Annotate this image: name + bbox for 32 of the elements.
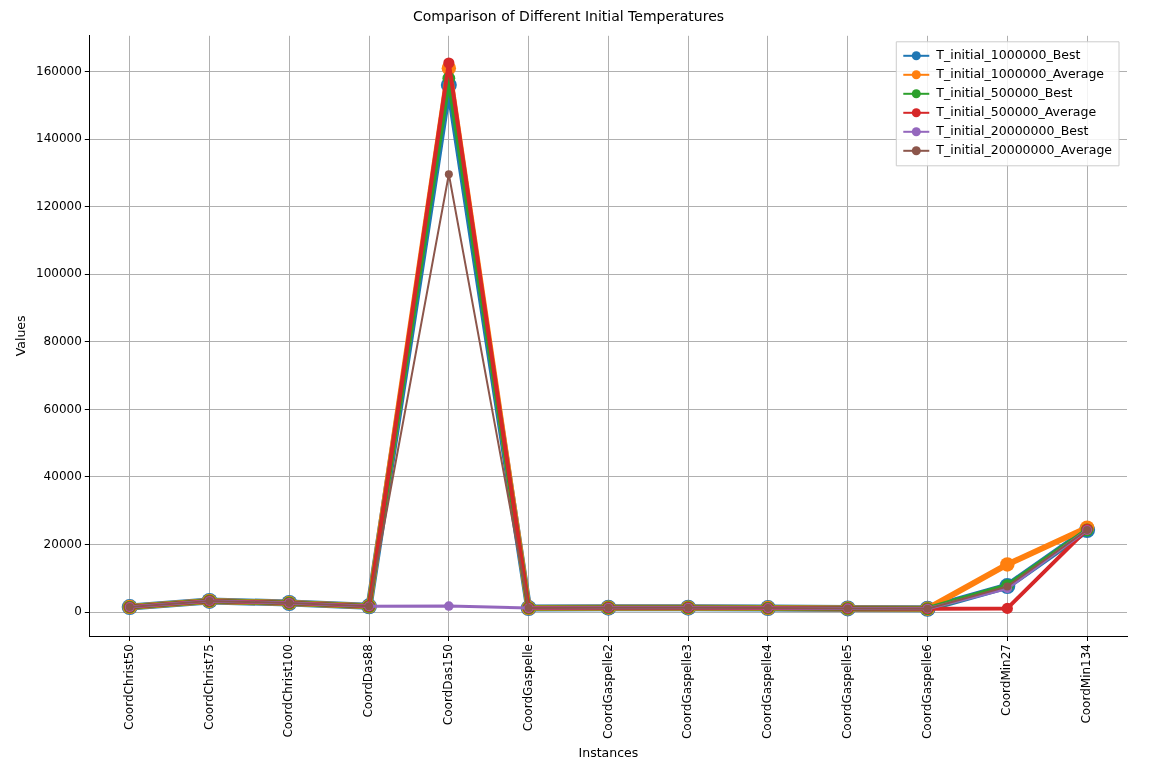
x-tick-label: CoordGaspelle2 [600,644,615,740]
y-tick-label: 20000 [43,536,82,551]
legend-label: T_initial_20000000_Average [935,142,1113,158]
x-tick-label: CoordGaspelle4 [760,644,775,740]
chart-title: Comparison of Different Initial Temperatures [412,8,725,25]
x-tick-label: CoordGaspelle5 [839,644,854,740]
x-tick-label: CoordDas150 [440,644,455,726]
y-tick-label: 140000 [36,131,82,146]
y-tick-label: 0 [74,604,82,619]
y-tick-label: 60000 [43,401,82,416]
y-tick-label: 40000 [43,469,82,484]
x-tick-label: CoordChrist75 [201,644,216,730]
y-tick-label: 120000 [36,198,82,213]
legend-label: T_initial_20000000_Best [935,123,1089,139]
x-tick-label: CoordGaspelle [520,644,535,732]
legend-label: T_initial_500000_Average [935,104,1097,120]
legend-label: T_initial_1000000_Best [935,47,1081,63]
x-tick-label: CoordChrist100 [281,644,296,738]
legend-label: T_initial_500000_Best [935,85,1073,101]
x-tick-label: CoordChrist50 [121,644,136,730]
x-tick-label: CoordGaspelle3 [680,644,695,740]
x-tick-label: CoordDas88 [361,644,376,718]
y-tick-label: 100000 [36,266,82,281]
x-tick-label: CoordMin27 [999,644,1014,716]
x-axis-title: Instances [578,744,639,760]
point [444,170,453,179]
y-tick-label: 160000 [36,63,82,78]
y-tick-label: 80000 [43,333,82,348]
y-axis-title: Values [12,315,28,357]
x-tick-label: CoordMin134 [1079,644,1094,724]
legend-label: T_initial_1000000_Average [935,66,1105,82]
x-tick-label: CoordGaspelle6 [919,644,934,740]
